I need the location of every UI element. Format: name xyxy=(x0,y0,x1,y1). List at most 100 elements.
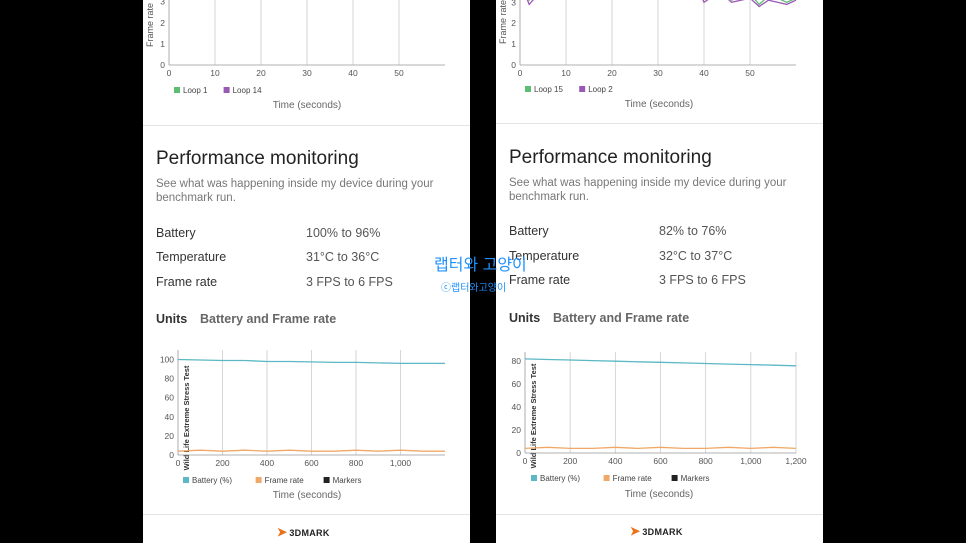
x-tick-label: 0 xyxy=(167,68,172,78)
x-tick-label: 20 xyxy=(256,68,266,78)
units-label: Units xyxy=(509,311,541,325)
temperature-value: 32°C to 37°C xyxy=(659,249,733,263)
x-tick-label: 50 xyxy=(745,68,755,78)
legend-swatch xyxy=(671,475,678,481)
x-tick-label: 200 xyxy=(563,456,577,466)
result-panel-right: Frame rate 0102030405001234 Loop 15Loop … xyxy=(496,0,823,543)
legend-swatch xyxy=(525,86,531,92)
loop-chart-y-title: Frame rate xyxy=(498,0,508,44)
legend-label: Markers xyxy=(333,476,362,485)
loop-chart-y-title: Frame rate xyxy=(145,3,155,47)
legend-label: Battery (%) xyxy=(540,474,580,483)
y-tick-label: 20 xyxy=(165,431,175,441)
footer-divider xyxy=(496,514,823,515)
y-tick-label: 2 xyxy=(160,18,165,28)
battery-chart: Wild Life Extreme Stress Test 0 200 400 600… xyxy=(512,352,807,500)
temperature-label: Temperature xyxy=(156,250,227,264)
y-tick-label: 40 xyxy=(512,402,522,412)
x-tick-label: 200 xyxy=(215,458,229,468)
x-tick-label: 600 xyxy=(653,456,667,466)
y-tick-label: 0 xyxy=(169,450,174,460)
x-tick-label: 0 xyxy=(176,458,181,468)
battery-value: 100% to 96% xyxy=(306,226,381,240)
legend-swatch xyxy=(223,87,230,93)
y-tick-label: 20 xyxy=(512,425,522,435)
y-tick-label: 0 xyxy=(160,60,165,70)
y-tick-label: 60 xyxy=(165,393,175,403)
legend-swatch xyxy=(531,475,537,481)
legend-label: Loop 14 xyxy=(233,86,262,95)
3dmark-logo-icon: ➤ xyxy=(630,524,641,538)
section-divider xyxy=(143,125,470,126)
watermark-copyright: ⓒ랩터와고양이 xyxy=(441,283,507,294)
battery-label: Battery xyxy=(156,226,196,240)
x-tick-label: 1,000 xyxy=(390,458,412,468)
battery-label: Battery xyxy=(509,224,549,238)
performance-description: See what was happening inside my device … xyxy=(156,178,434,204)
x-tick-label: 600 xyxy=(304,458,318,468)
3dmark-logo: ➤ 3DMARK xyxy=(277,525,330,539)
legend-label: Battery (%) xyxy=(192,476,232,485)
3dmark-logo-text: 3DMARK xyxy=(289,528,330,538)
y-tick-label: 60 xyxy=(512,379,522,389)
x-tick-label: 20 xyxy=(607,68,617,78)
battery-chart-x-title: Time (seconds) xyxy=(273,490,342,501)
x-tick-label: 50 xyxy=(394,68,404,78)
battery-chart-vertical-label: Wild Life Extreme Stress Test xyxy=(529,363,538,468)
y-tick-label: 0 xyxy=(516,448,521,458)
loop-chart: Frame rate 0102030405001234 Loop 15Loop … xyxy=(498,0,797,110)
series-line xyxy=(524,446,797,450)
3dmark-logo: ➤ 3DMARK xyxy=(630,524,683,538)
x-tick-label: 1,000 xyxy=(740,456,762,466)
frame-rate-label: Frame rate xyxy=(509,273,571,287)
y-tick-label: 1 xyxy=(511,39,516,49)
x-tick-label: 0 xyxy=(518,68,523,78)
y-tick-label: 0 xyxy=(511,60,516,70)
x-tick-label: 0 xyxy=(523,456,528,466)
3dmark-logo-text: 3DMARK xyxy=(642,527,683,537)
y-tick-label: 2 xyxy=(511,18,516,28)
x-tick-label: 30 xyxy=(653,68,663,78)
legend-label: Markers xyxy=(681,474,710,483)
x-tick-label: 800 xyxy=(349,458,363,468)
x-tick-label: 40 xyxy=(348,68,358,78)
legend-swatch xyxy=(183,477,189,483)
battery-chart-vertical-label: Wild Life Extreme Stress Test xyxy=(182,365,191,470)
frame-rate-label: Frame rate xyxy=(156,275,218,289)
x-tick-label: 400 xyxy=(260,458,274,468)
battery-chart-x-title: Time (seconds) xyxy=(625,489,694,500)
loop-chart-x-title: Time (seconds) xyxy=(625,99,694,110)
y-tick-label: 80 xyxy=(165,374,175,384)
legend-label: Loop 15 xyxy=(534,85,563,94)
performance-title: Performance monitoring xyxy=(509,147,712,168)
series-line xyxy=(177,358,445,365)
legend-swatch xyxy=(174,87,180,93)
y-tick-label: 80 xyxy=(512,356,522,366)
frame-rate-value: 3 FPS to 6 FPS xyxy=(659,273,746,287)
y-tick-label: 1 xyxy=(160,39,165,49)
x-tick-label: 1,200 xyxy=(785,456,807,466)
frame-rate-value: 3 FPS to 6 FPS xyxy=(306,275,393,289)
legend-swatch xyxy=(255,477,262,483)
x-tick-label: 400 xyxy=(608,456,622,466)
3dmark-logo-icon: ➤ xyxy=(277,525,288,539)
series-line xyxy=(177,449,445,452)
units-selector[interactable]: Battery and Frame rate xyxy=(200,312,337,326)
battery-chart: Wild Life Extreme Stress Test 0 200 400 600… xyxy=(160,350,445,501)
performance-description: See what was happening inside my device … xyxy=(509,177,787,203)
y-tick-label: 3 xyxy=(160,0,165,7)
loop-chart-x-title: Time (seconds) xyxy=(273,100,342,111)
units-selector[interactable]: Battery and Frame rate xyxy=(553,311,690,325)
footer-divider xyxy=(143,514,470,515)
watermark-text: 랩터와 고양이 xyxy=(434,257,527,274)
y-tick-label: 100 xyxy=(160,355,174,365)
battery-value: 82% to 76% xyxy=(659,224,727,238)
temperature-label: Temperature xyxy=(509,249,580,263)
legend-label: Frame rate xyxy=(265,476,305,485)
legend-label: Frame rate xyxy=(613,474,653,483)
y-tick-label: 40 xyxy=(165,412,175,422)
legend-swatch xyxy=(323,477,330,483)
series-line xyxy=(524,358,797,367)
